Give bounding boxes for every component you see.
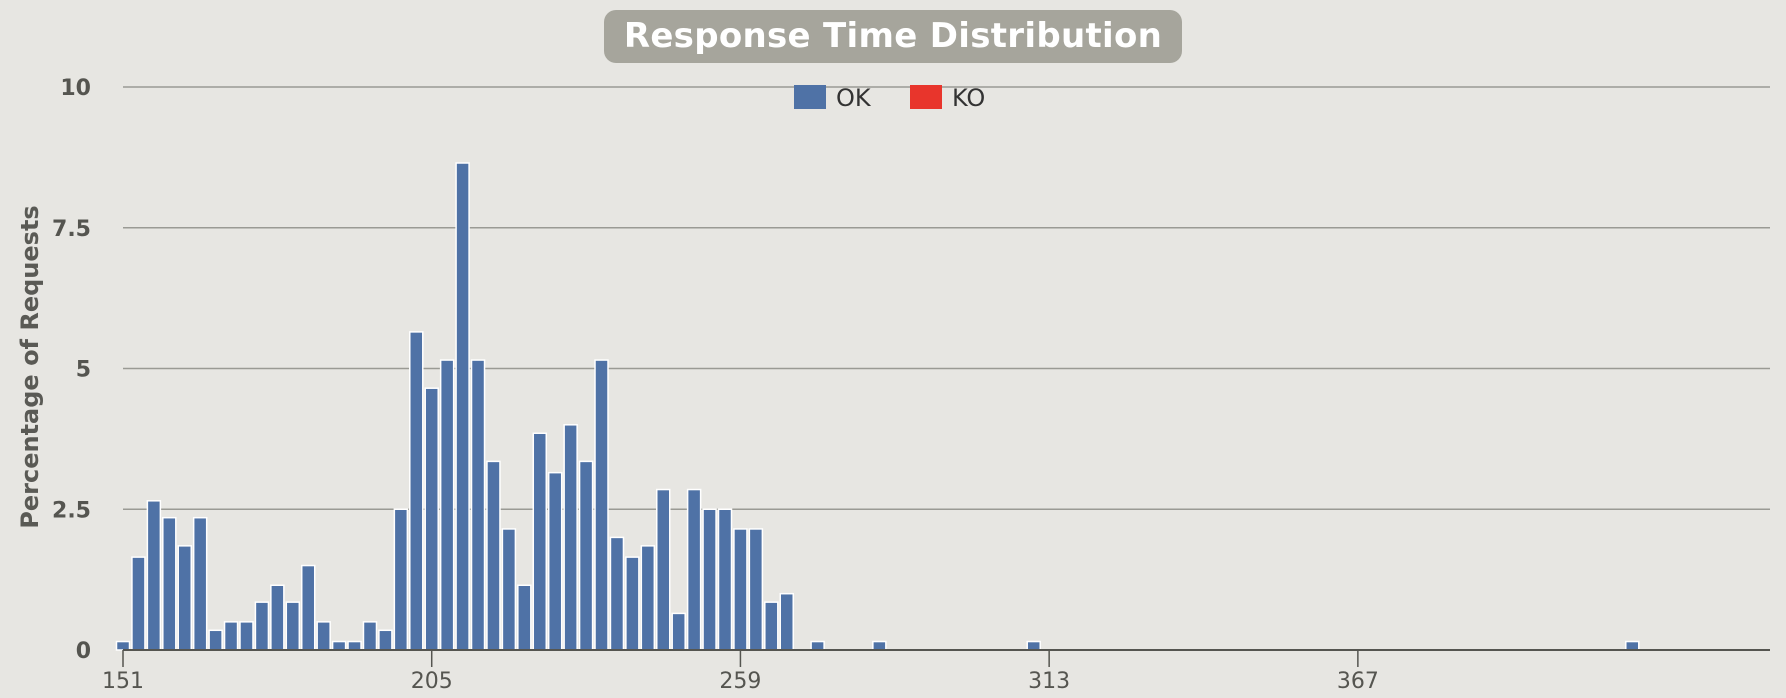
x-tick-label: 367 [1337,669,1379,694]
bar-ok[interactable] [470,359,486,651]
bar-ok[interactable] [1625,640,1640,651]
bar-ok[interactable] [748,528,764,651]
bar-ok[interactable] [872,640,887,651]
y-tick-label: 10 [60,76,91,101]
bar-ok[interactable] [162,516,177,651]
bar-ok[interactable] [177,545,192,651]
bar-ok[interactable] [285,601,301,651]
chart-title: Response Time Distribution [603,10,1183,63]
x-tick-label: 313 [1028,669,1070,694]
bar-ok[interactable] [192,516,208,651]
bar-ok[interactable] [764,601,779,651]
bar-ok[interactable] [609,536,625,651]
bar-ok[interactable] [578,460,594,651]
bar-ok[interactable] [439,359,455,651]
bar-ok[interactable] [1026,640,1041,651]
legend-label: OK [836,84,872,112]
bar-ok[interactable] [300,564,316,651]
bar-ok[interactable] [810,640,825,651]
bar-ok[interactable] [686,488,702,651]
legend-swatch [794,85,826,109]
bar-ok[interactable] [717,508,733,651]
bar-ok[interactable] [393,508,409,651]
bar-ok[interactable] [594,359,609,651]
bar-ok[interactable] [640,545,656,651]
bar-ok[interactable] [131,556,146,651]
bar-ok[interactable] [532,432,548,651]
y-tick-label: 5 [76,358,91,383]
bar-ok[interactable] [223,621,239,651]
bar-ok[interactable] [486,460,501,651]
y-tick-label: 2.5 [52,498,91,523]
bar-ok[interactable] [702,508,717,651]
legend-item-ko[interactable]: KO [910,84,985,112]
y-axis-title: Percentage of Requests [16,205,44,528]
bar-ok[interactable] [362,621,378,651]
x-tick-label: 259 [719,669,761,694]
bar-ok[interactable] [115,640,131,651]
bar-ok[interactable] [331,640,347,651]
legend[interactable]: OK KO [794,84,985,112]
bar-ok[interactable] [563,424,578,651]
chart-title-wrapper: Response Time Distribution [0,10,1786,63]
bar-ok[interactable] [517,584,532,651]
legend-swatch [910,85,942,109]
axes-group: 0 2.5 5 7.5 10 151 205 259 313 367 [52,76,1770,694]
bar-ok[interactable] [254,601,270,651]
x-tick-label: 205 [411,669,453,694]
bar-ok[interactable] [455,162,470,651]
x-tick-label: 151 [102,669,144,694]
bar-ok[interactable] [501,528,517,651]
bar-ok[interactable] [208,629,223,651]
bar-ok[interactable] [270,584,285,651]
bar-ok[interactable] [625,556,640,651]
bar-ok[interactable] [347,640,362,651]
bar-ok[interactable] [409,331,424,651]
bar-ok[interactable] [378,629,393,651]
bar-ok[interactable] [239,621,254,651]
bar-ok[interactable] [733,528,748,651]
bar-ok[interactable] [547,471,563,651]
legend-label: KO [952,84,985,112]
bar-ok[interactable] [671,612,686,651]
bar-ok[interactable] [316,621,331,651]
bar-ok[interactable] [424,387,439,651]
bars-group [115,162,1640,651]
bar-ok[interactable] [146,500,162,651]
legend-item-ok[interactable]: OK [794,84,872,112]
y-tick-label: 0 [76,639,91,664]
y-tick-label: 7.5 [52,217,91,242]
grid-lines [123,86,1770,510]
bar-ok[interactable] [656,488,671,651]
bar-ok[interactable] [779,592,794,651]
